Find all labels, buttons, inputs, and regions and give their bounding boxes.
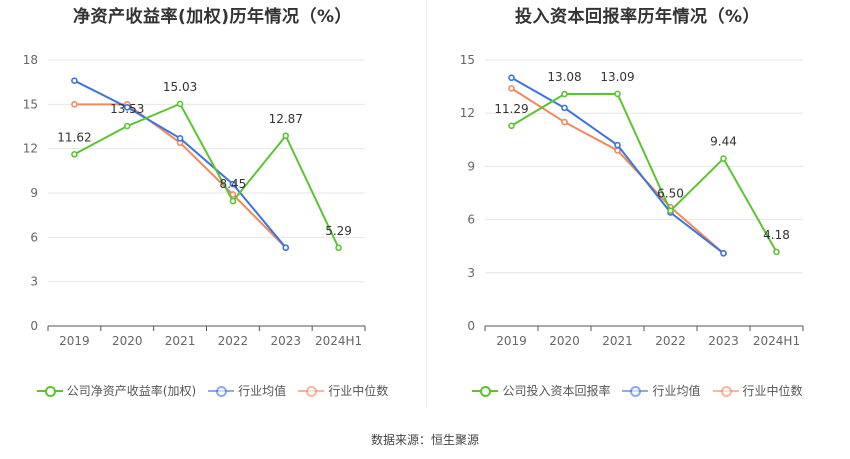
x-tick-label: 2023 <box>270 334 301 348</box>
x-tick-label: 2019 <box>496 334 527 348</box>
legend-roic: 公司投入资本回报率 行业均值 行业中位数 <box>425 382 850 399</box>
data-label: 5.29 <box>325 224 352 238</box>
x-tick-label: 2022 <box>218 334 249 348</box>
y-tick-label: 6 <box>467 213 475 227</box>
x-tick-label: 2021 <box>165 334 196 348</box>
x-tick-label: 2024H1 <box>315 334 362 348</box>
chart-roic: 0 3 6 9 12 15 2019 2020 2021 2022 2023 2024H1 11.29 1… <box>460 53 804 348</box>
legend-label: 行业均值 <box>238 384 287 398</box>
data-label: 12.87 <box>269 112 303 126</box>
y-tick-label: 18 <box>23 53 38 67</box>
data-point <box>71 150 78 158</box>
data-label: 8.45 <box>220 177 247 191</box>
legend-item[interactable]: 公司净资产收益率(加权) <box>36 382 197 399</box>
y-tick-label: 15 <box>23 97 38 111</box>
legend-label: 公司投入资本回报率 <box>502 384 611 398</box>
data-point <box>508 74 515 82</box>
x-tick-label: 2023 <box>708 334 739 348</box>
legend-item[interactable]: 公司投入资本回报率 <box>472 382 610 399</box>
legend-item[interactable]: 行业均值 <box>622 382 701 399</box>
data-point <box>229 197 237 205</box>
data-point <box>508 122 515 130</box>
y-tick-label: 3 <box>467 266 475 280</box>
x-tick-label: 2024H1 <box>753 334 800 348</box>
data-point <box>561 90 568 98</box>
data-label: 9.44 <box>710 135 737 149</box>
data-point <box>229 180 237 188</box>
series-line <box>510 92 778 253</box>
data-point <box>508 85 515 92</box>
data-point <box>123 122 131 130</box>
data-source-label: 数据来源：恒生聚源 <box>370 433 479 447</box>
data-point <box>614 90 621 98</box>
chart-title-roic: 投入资本回报率历年情况（%） <box>514 7 761 27</box>
y-tick-label: 3 <box>30 275 38 289</box>
data-point <box>561 104 568 112</box>
legend-item[interactable]: 行业中位数 <box>298 382 388 399</box>
chart-panel-roe: 净资产收益率(加权)历年情况（%） 0 3 6 9 12 15 18 2019 2020 2021… <box>0 0 425 410</box>
y-tick-label: 0 <box>30 319 38 333</box>
data-point <box>667 207 674 215</box>
data-point <box>561 118 568 126</box>
x-tick-label: 2022 <box>655 334 686 348</box>
legend-label: 公司净资产收益率(加权) <box>66 384 197 398</box>
x-tick-label: 2020 <box>112 334 143 348</box>
data-point <box>176 100 184 108</box>
data-label: 13.53 <box>110 102 144 116</box>
legend-label: 行业中位数 <box>742 384 803 398</box>
series-line <box>73 102 340 249</box>
x-tick-label: 2020 <box>549 334 580 348</box>
legend-swatch <box>472 384 499 398</box>
y-tick-label: 12 <box>23 142 38 156</box>
data-label: 11.62 <box>57 130 91 144</box>
y-tick-label: 15 <box>460 53 475 67</box>
y-tick-label: 9 <box>30 186 38 200</box>
data-point <box>282 132 290 140</box>
series-line <box>511 76 725 255</box>
y-tick-label: 0 <box>467 319 475 333</box>
legend-item[interactable]: 行业均值 <box>208 382 286 399</box>
chart-roe: 0 3 6 9 12 15 18 2019 2020 2021 2022 2023 2024H1 11.6… <box>23 53 366 348</box>
y-tick-label: 6 <box>30 230 38 244</box>
panel-divider <box>426 0 427 408</box>
data-point <box>71 101 78 108</box>
data-point <box>720 155 727 162</box>
legend-item[interactable]: 行业中位数 <box>712 382 803 399</box>
data-point <box>773 248 780 256</box>
data-label: 13.09 <box>600 70 634 84</box>
data-point <box>720 249 727 257</box>
data-point <box>282 244 290 251</box>
legend-label: 行业中位数 <box>328 384 389 398</box>
data-label: 6.50 <box>657 187 684 201</box>
legend-swatch <box>712 384 739 398</box>
legend-label: 行业均值 <box>652 384 701 398</box>
data-label: 13.08 <box>547 70 581 84</box>
data-label: 15.03 <box>163 80 197 94</box>
data-point <box>123 103 131 111</box>
chart-title-roe: 净资产收益率(加权)历年情况（%） <box>72 7 353 27</box>
data-point <box>71 77 78 84</box>
data-label: 4.18 <box>763 228 790 242</box>
x-tick-label: 2019 <box>59 334 90 348</box>
chart-panel-roic: 投入资本回报率历年情况（%） 0 3 6 9 12 15 2019 2020 2021 2022 2… <box>425 0 850 410</box>
legend-swatch <box>208 384 235 398</box>
data-point <box>614 141 621 149</box>
legend-swatch <box>622 384 649 398</box>
x-tick-label: 2021 <box>602 334 633 348</box>
y-tick-label: 9 <box>467 159 475 173</box>
y-tick-label: 12 <box>460 106 475 120</box>
legend-swatch <box>36 384 63 398</box>
legend-roe: 公司净资产收益率(加权) 行业均值 行业中位数 <box>0 382 425 399</box>
data-point <box>335 244 342 252</box>
data-label: 11.29 <box>494 102 528 116</box>
data-point <box>176 135 184 142</box>
legend-swatch <box>298 384 325 398</box>
